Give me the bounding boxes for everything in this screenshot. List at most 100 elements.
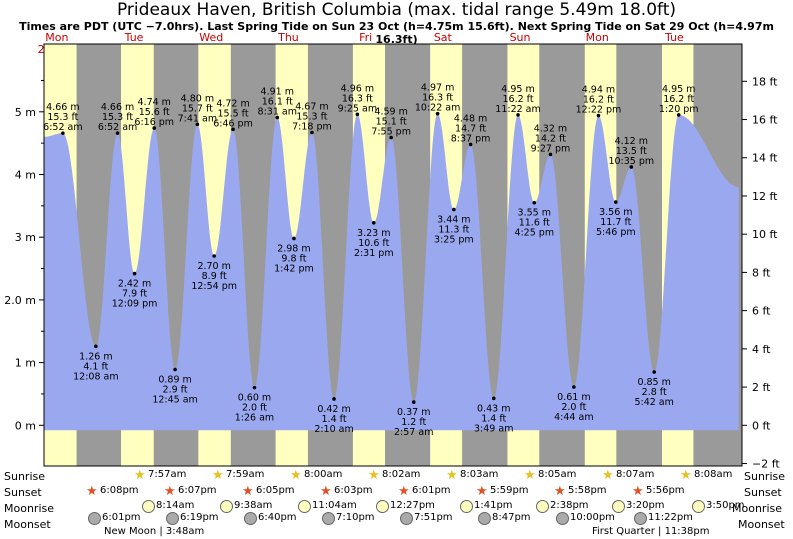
- sunrise-icon: ★: [524, 468, 536, 483]
- extreme-marker: [548, 152, 553, 157]
- moonset-time: 8:47pm: [492, 512, 531, 523]
- day-header-dow: Sun: [509, 31, 531, 44]
- row-label-moonset-left: Moonset: [4, 518, 51, 531]
- extreme-label: 9:27 pm: [531, 143, 571, 154]
- extreme-label: 16.3 ft: [342, 93, 373, 104]
- sunset-time: 5:59pm: [490, 485, 529, 496]
- y-tick-label-left: 2.0 m: [4, 294, 36, 307]
- extreme-label: 9.8 ft: [281, 253, 306, 264]
- extreme-marker: [252, 385, 257, 390]
- extreme-marker: [652, 370, 656, 374]
- extreme-label: 2.8 ft: [642, 387, 667, 398]
- extreme-label: 4.80 m: [181, 93, 214, 104]
- extreme-label: 4.74 m: [138, 97, 171, 108]
- extreme-label: 15.1 ft: [376, 117, 407, 128]
- moonset-icon: [478, 512, 491, 525]
- extreme-label: 4.48 m: [454, 113, 487, 124]
- moonrise-time: 3:20pm: [626, 500, 665, 511]
- extreme-label: 0.43 m: [477, 403, 510, 414]
- extreme-label: 16.2 ft: [663, 94, 694, 105]
- sunrise-time: 8:03am: [460, 469, 499, 480]
- sunset-time: 5:56pm: [646, 485, 685, 496]
- extreme-label: 15.5 ft: [217, 108, 248, 119]
- moonrise-icon: [376, 500, 389, 513]
- extreme-label: 14.2 ft: [535, 133, 566, 144]
- extreme-label: 1:42 pm: [274, 263, 314, 274]
- sunrise-icon: ★: [602, 468, 614, 483]
- extreme-label: 4.12 m: [615, 136, 648, 147]
- extreme-label: 6:52 am: [43, 122, 82, 133]
- y-tick-label-left: 0 m: [15, 419, 36, 432]
- extreme-label: 5:46 pm: [596, 227, 636, 238]
- moonset-time: 10:00pm: [570, 512, 615, 523]
- extreme-label: 4.1 ft: [83, 361, 108, 372]
- extreme-label: 2.0 ft: [561, 402, 586, 413]
- extreme-label: 6:16 pm: [134, 117, 174, 128]
- moonrise-time: 1:41pm: [474, 500, 513, 511]
- extreme-label: 3:25 pm: [434, 235, 474, 246]
- extreme-label: 12:54 pm: [191, 281, 237, 292]
- extreme-label: 4.66 m: [46, 102, 79, 113]
- y-tick-label-right: 12 ft: [752, 190, 778, 203]
- extreme-label: 13.5 ft: [616, 146, 647, 157]
- sunset-icon: ★: [554, 484, 566, 499]
- extreme-label: 8.9 ft: [202, 271, 227, 282]
- extreme-label: 2.42 m: [118, 279, 151, 290]
- sunrise-icon: ★: [290, 468, 302, 483]
- sunset-time: 5:58pm: [568, 485, 607, 496]
- extreme-label: 4:25 pm: [514, 228, 554, 239]
- row-label-sunrise-right: Sunrise: [744, 470, 786, 483]
- moonset-time: 11:22pm: [648, 512, 693, 523]
- y-tick-label-right: 18 ft: [752, 75, 778, 88]
- extreme-marker: [468, 142, 473, 147]
- extreme-label: 4:44 am: [554, 412, 593, 423]
- y-tick-label-left: 1 m: [15, 357, 36, 370]
- extreme-label: 3:49 am: [474, 423, 513, 434]
- extreme-label: 16.2 ft: [502, 94, 533, 105]
- extreme-label: 10.6 ft: [358, 238, 389, 249]
- day-header-dow: Tue: [665, 31, 684, 44]
- sunrise-icon: ★: [134, 468, 146, 483]
- tide-curve: [44, 113, 739, 431]
- moonrise-time: 12:27pm: [390, 500, 435, 511]
- extreme-label: 2:31 pm: [354, 248, 394, 259]
- extreme-label: 12:22 pm: [576, 105, 622, 116]
- extreme-marker: [435, 111, 440, 116]
- extreme-label: 4.67 m: [295, 101, 328, 112]
- extreme-label: 8:31 am: [258, 106, 297, 117]
- extreme-label: 0.60 m: [238, 393, 271, 404]
- extreme-label: 7.9 ft: [122, 289, 147, 300]
- y-tick-label-right: 10 ft: [752, 228, 778, 241]
- extreme-label: 10:35 pm: [608, 156, 654, 167]
- chart-title: Prideaux Haven, British Columbia (max. t…: [116, 0, 677, 20]
- extreme-marker: [371, 220, 376, 225]
- extreme-label: 2.0 ft: [242, 403, 267, 414]
- moonrise-icon: [142, 500, 155, 513]
- moonrise-icon: [692, 500, 705, 513]
- day-header-dow: Thu: [278, 31, 299, 44]
- row-label-moonrise-right: Moonrise: [732, 502, 782, 515]
- extreme-label: 2.98 m: [277, 243, 310, 254]
- extreme-label: 0.37 m: [397, 407, 430, 418]
- extreme-label: 3.44 m: [437, 215, 470, 226]
- chart-subtitle: Times are PDT (UTC −7.0hrs). Last Spring…: [19, 20, 774, 46]
- extreme-label: 3.23 m: [357, 228, 390, 239]
- extreme-label: 15.7 ft: [182, 103, 213, 114]
- extreme-label: 11.3 ft: [438, 225, 469, 236]
- extreme-marker: [94, 344, 98, 349]
- y-tick-label-right: 8 ft: [752, 266, 771, 279]
- extreme-label: 12:45 am: [152, 394, 197, 405]
- extreme-label: 1.4 ft: [481, 413, 506, 424]
- sunrise-icon: ★: [680, 468, 692, 483]
- extreme-label: 15.3 ft: [296, 111, 327, 122]
- extreme-label: 4.95 m: [501, 84, 534, 95]
- moonrise-icon: [460, 500, 473, 513]
- extreme-label: 10:22 am: [415, 103, 460, 114]
- extreme-marker: [452, 207, 456, 212]
- extreme-label: 1.2 ft: [401, 417, 426, 428]
- extreme-marker: [275, 115, 280, 120]
- extreme-label: 5:42 am: [634, 397, 673, 408]
- extreme-marker: [491, 396, 496, 401]
- new-moon-label: New Moon | 3:48am: [104, 526, 205, 537]
